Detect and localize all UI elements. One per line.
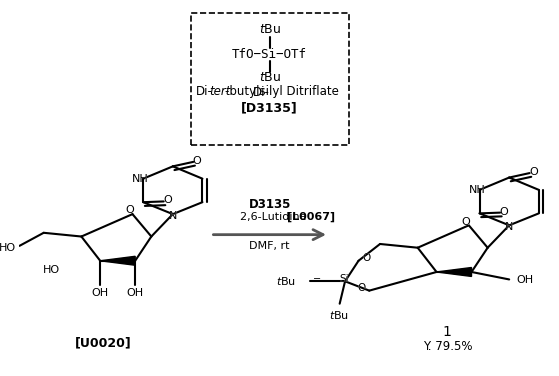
Text: O: O: [125, 205, 135, 215]
Text: O: O: [462, 217, 471, 227]
Text: [U0020]: [U0020]: [74, 337, 131, 349]
Text: tert: tert: [209, 85, 230, 99]
Bar: [191, 12, 349, 145]
Text: [L0067]: [L0067]: [287, 212, 335, 222]
Text: O: O: [357, 283, 366, 293]
Text: O: O: [362, 253, 371, 263]
Text: $t$Bu: $t$Bu: [259, 23, 281, 36]
Text: NH: NH: [468, 185, 485, 195]
Text: N: N: [169, 211, 177, 221]
Text: O: O: [357, 283, 366, 293]
Text: OH: OH: [92, 288, 109, 297]
Text: HO: HO: [0, 244, 16, 253]
Text: O: O: [529, 167, 538, 177]
Text: O: O: [125, 205, 134, 215]
Polygon shape: [100, 256, 135, 265]
Text: O: O: [362, 253, 371, 263]
Text: Di-: Di-: [196, 85, 213, 99]
Text: OH: OH: [127, 288, 144, 297]
Text: NH: NH: [132, 174, 149, 183]
Text: NH: NH: [468, 185, 485, 195]
Text: N: N: [169, 211, 177, 221]
Text: O: O: [499, 206, 508, 217]
Text: TfO−Si−OTf: TfO−Si−OTf: [232, 48, 307, 61]
Text: N: N: [505, 222, 513, 232]
Text: O: O: [163, 195, 172, 205]
Polygon shape: [437, 267, 471, 276]
Text: 1: 1: [443, 325, 452, 339]
Text: Di-: Di-: [253, 86, 269, 99]
Text: Si: Si: [339, 274, 349, 284]
Text: -butylsilyl Ditriflate: -butylsilyl Ditriflate: [225, 85, 338, 99]
Text: Y. 79.5%: Y. 79.5%: [423, 340, 472, 353]
Text: [D3135]: [D3135]: [241, 101, 298, 114]
Text: D3135: D3135: [249, 198, 291, 211]
Text: $t$Bu: $t$Bu: [276, 275, 296, 287]
Text: O: O: [193, 156, 201, 166]
Text: N: N: [505, 222, 513, 232]
Text: O: O: [461, 217, 471, 227]
Text: DMF, rt: DMF, rt: [249, 241, 290, 251]
Text: HO: HO: [43, 265, 60, 275]
Text: 2,6-Lutidine: 2,6-Lutidine: [240, 212, 310, 222]
Text: $t$Bu: $t$Bu: [329, 309, 349, 321]
Text: $t$Bu: $t$Bu: [259, 71, 281, 84]
Text: Si: Si: [339, 274, 349, 284]
Text: NH: NH: [132, 174, 149, 183]
Text: −: −: [313, 274, 321, 284]
Text: OH: OH: [517, 275, 534, 285]
